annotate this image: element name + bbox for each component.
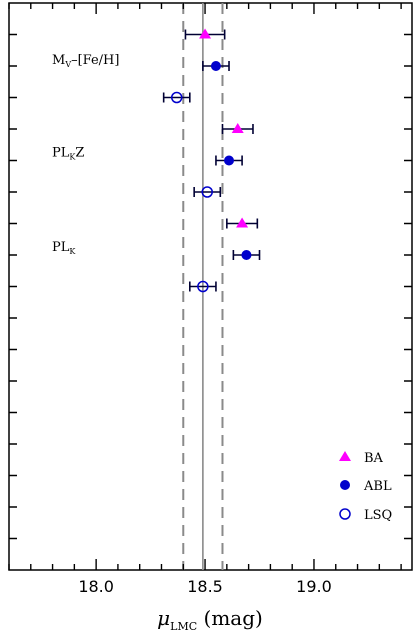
marker (170, 91, 183, 104)
point-lsq-plk (189, 280, 217, 293)
legend: BA ABL LSQ (339, 451, 392, 523)
point-abl-mv (202, 61, 230, 71)
group-label-base: M (52, 53, 65, 68)
axis-ticks (8, 3, 412, 570)
group-label-base: PL (52, 240, 70, 255)
group-label-sub: K (69, 153, 76, 162)
legend-label: LSQ (364, 508, 392, 523)
x-axis-subscript: LMC (170, 620, 197, 633)
data-points (162, 28, 261, 293)
x-tick-label: 18.0 (78, 577, 114, 596)
group-label-plk: PLK (52, 240, 76, 256)
marker (197, 280, 209, 293)
group-label-rest: –[Fe/H] (71, 53, 119, 68)
point-ba-mv (184, 28, 226, 40)
point-abl-plkz (215, 155, 243, 166)
marker (199, 28, 212, 39)
x-tick-label: 19.0 (296, 577, 332, 596)
legend-marker (339, 508, 351, 520)
x-axis-symbol: μ (157, 606, 170, 630)
legend-marker (340, 480, 350, 490)
point-lsq-plkz (193, 186, 222, 198)
marker (210, 61, 221, 71)
x-tick-label: 18.5 (187, 577, 223, 596)
point-abl-plk (232, 250, 261, 260)
x-axis-label: μLMC (mag) (157, 606, 263, 633)
point-lsq-mv (162, 91, 191, 104)
legend-item-lsq: LSQ (339, 508, 392, 523)
x-tick-labels: 18.0 18.5 19.0 (78, 577, 331, 596)
legend-label: ABL (363, 479, 392, 494)
marker (201, 186, 213, 198)
x-axis-unit: (mag) (197, 606, 263, 630)
group-label-sub: K (69, 247, 76, 256)
point-ba-plk (226, 217, 259, 229)
group-label-rest: Z (75, 146, 84, 161)
marker (236, 217, 249, 228)
point-ba-plkz (221, 123, 254, 134)
group-label-mv: MV–[Fe/H] (52, 53, 119, 69)
marker (224, 155, 235, 166)
group-label-sub: V (64, 60, 71, 69)
group-label-plkz: PLKZ (52, 146, 84, 162)
legend-label: BA (364, 451, 384, 466)
marker (231, 123, 244, 133)
legend-item-abl: ABL (340, 479, 392, 494)
legend-marker (339, 451, 351, 461)
group-label-base: PL (52, 146, 70, 161)
marker (241, 250, 252, 260)
legend-item-ba: BA (339, 451, 384, 466)
